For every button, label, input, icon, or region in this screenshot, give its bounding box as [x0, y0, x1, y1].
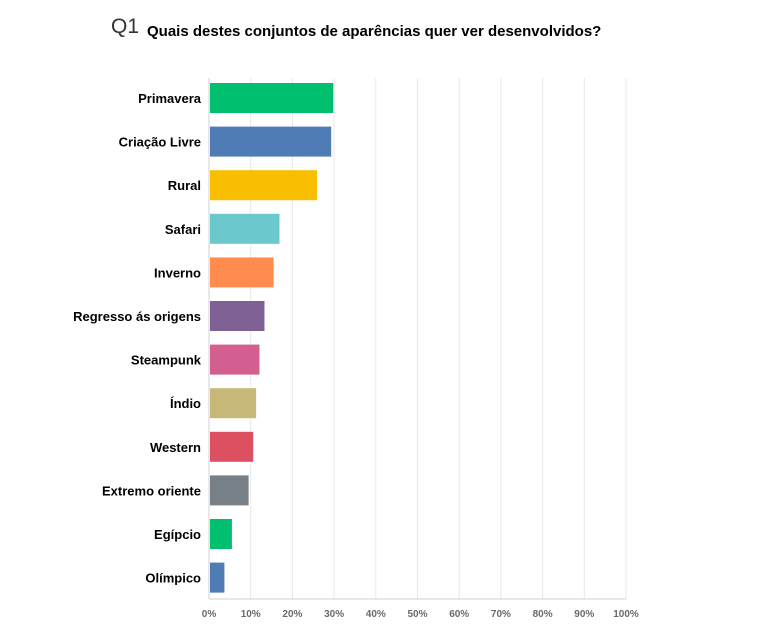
bar-4 [210, 213, 280, 244]
bar-2 [210, 126, 332, 157]
x-tick-label: 20% [282, 609, 302, 620]
bar-5 [210, 257, 274, 288]
category-label: Extremo oriente [102, 483, 201, 498]
category-label: Inverno [154, 265, 201, 280]
category-label: Primavera [138, 91, 202, 106]
category-labels: Primavera Criação Livre Rural Safari Inverno… [73, 91, 202, 586]
x-tick-label: 100% [613, 609, 639, 620]
x-tick-label: 70% [491, 609, 511, 620]
x-tick-label: 0% [202, 609, 217, 620]
category-label: Índio [170, 396, 201, 411]
x-tick-label: 10% [241, 609, 261, 620]
bar-10 [210, 475, 249, 506]
category-label: Western [150, 440, 201, 455]
x-tick-label: 30% [324, 609, 344, 620]
x-tick-label: 60% [449, 609, 469, 620]
category-label: Rural [168, 178, 201, 193]
bar-8 [210, 388, 257, 419]
question-title: Quais destes conjuntos de aparências que… [147, 23, 602, 40]
category-label: Olímpico [145, 571, 201, 586]
question-number: Q1 [111, 15, 140, 38]
x-tick-label: 80% [533, 609, 553, 620]
category-label: Steampunk [131, 353, 202, 368]
category-label: Safari [165, 222, 201, 237]
category-label: Regresso ás origens [73, 309, 201, 324]
bar-12 [210, 562, 225, 593]
grid-lines [208, 78, 627, 600]
bar-1 [210, 83, 334, 113]
bars [210, 83, 334, 593]
x-tick-labels: 0% 10% 20% 30% 40% 50% 60% 70% 80% 90% 100% [202, 609, 639, 620]
category-label: Egípcio [154, 527, 201, 542]
bar-9 [210, 431, 254, 462]
x-tick-label: 50% [407, 609, 427, 620]
category-label: Criação Livre [119, 135, 201, 150]
x-tick-label: 90% [574, 609, 594, 620]
bar-3 [210, 170, 318, 201]
bar-11 [210, 519, 232, 549]
x-tick-label: 40% [366, 609, 386, 620]
bar-6 [210, 301, 265, 331]
bar-7 [210, 344, 260, 375]
